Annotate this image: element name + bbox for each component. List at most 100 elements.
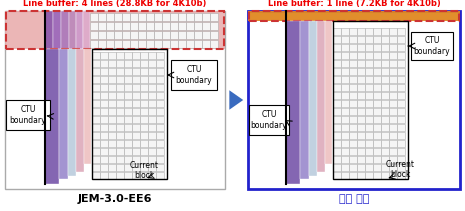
Bar [92,60,100,67]
Bar [90,39,98,48]
Bar [389,100,397,107]
Bar [341,51,348,59]
Bar [249,11,459,21]
Bar [309,21,317,176]
Bar [100,139,107,147]
Bar [156,156,164,163]
Text: CTU
boundary: CTU boundary [251,110,287,130]
Bar [92,139,100,147]
Bar [341,115,348,123]
Bar [108,51,115,59]
Bar [349,43,357,51]
Bar [156,68,164,75]
Bar [140,131,147,139]
Bar [108,156,115,163]
Bar [349,100,357,107]
Bar [116,84,124,91]
Bar [162,39,170,48]
Bar [156,76,164,83]
Bar [130,12,138,21]
Bar [325,21,332,164]
Bar [170,12,178,21]
Bar [124,172,132,179]
Bar [140,115,147,123]
Bar [373,115,380,123]
Bar [156,60,164,67]
Bar [132,68,140,75]
Bar [138,12,146,21]
Bar [90,12,98,21]
Bar [389,164,397,171]
Bar [45,11,53,49]
Bar [341,107,348,115]
Bar [389,51,397,59]
Bar [124,51,132,59]
Bar [365,51,372,59]
Bar [349,60,357,67]
Bar [92,107,100,115]
Bar [357,147,365,155]
Bar [397,27,405,35]
Bar [357,107,365,115]
Bar [349,139,357,147]
Bar [90,31,98,39]
Bar [341,76,348,83]
Bar [156,51,164,59]
Text: CTU
boundary: CTU boundary [10,105,46,125]
Bar [100,147,107,155]
Bar [92,115,100,123]
Bar [349,92,357,99]
Text: Current
block: Current block [386,160,415,179]
Bar [148,84,155,91]
Bar [333,51,340,59]
Bar [381,172,388,179]
Bar [373,84,380,91]
Bar [397,51,405,59]
Bar [341,139,348,147]
Bar [397,156,405,163]
Bar [124,92,132,99]
Bar [124,100,132,107]
Bar [381,139,388,147]
Bar [108,60,115,67]
Bar [148,147,155,155]
Bar [92,147,100,155]
FancyArrowPatch shape [229,90,243,110]
FancyBboxPatch shape [6,100,50,130]
Bar [100,156,107,163]
Bar [397,115,405,123]
Bar [178,22,186,30]
Bar [381,156,388,163]
Bar [365,100,372,107]
Bar [373,35,380,43]
Bar [389,35,397,43]
Bar [373,164,380,171]
Bar [140,92,147,99]
Bar [100,164,107,171]
Bar [373,60,380,67]
Bar [92,92,100,99]
Bar [154,12,161,21]
Bar [397,43,405,51]
Bar [333,76,340,83]
Bar [381,27,388,35]
Bar [357,123,365,131]
Bar [381,115,388,123]
Bar [132,100,140,107]
Bar [69,11,76,49]
Bar [349,51,357,59]
Bar [389,115,397,123]
Bar [140,107,147,115]
Bar [116,92,124,99]
Bar [148,115,155,123]
Bar [357,115,365,123]
Bar [210,12,218,21]
Bar [45,49,59,184]
FancyBboxPatch shape [411,32,453,60]
Bar [397,92,405,99]
Bar [124,60,132,67]
Bar [92,172,100,179]
Bar [130,31,138,39]
Bar [397,35,405,43]
Bar [357,51,365,59]
